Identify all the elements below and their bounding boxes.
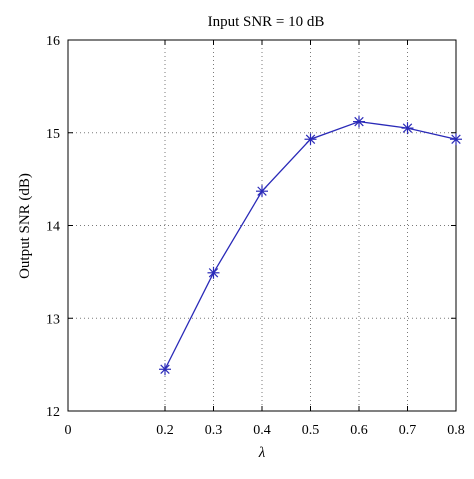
data-point-marker <box>304 133 317 146</box>
data-point-marker <box>207 266 220 279</box>
data-point-marker <box>159 363 171 376</box>
x-tick-label: 0.6 <box>350 423 368 438</box>
y-tick-label: 13 <box>46 312 60 327</box>
series-group <box>159 115 462 376</box>
plot-area-frame <box>67 39 457 412</box>
axis-ticks: 0 0.2 0.3 0.4 0.5 0.6 0.7 0.8 12 13 14 15 16 <box>46 34 465 438</box>
data-point-marker <box>401 122 414 135</box>
data-point-marker <box>256 185 268 198</box>
data-point-marker <box>450 133 462 146</box>
x-tick-label: 0.4 <box>253 423 271 438</box>
x-axis-title: λ <box>258 445 266 461</box>
x-tick-label: 0.8 <box>447 423 465 438</box>
x-tick-label: 0.5 <box>302 423 320 438</box>
x-tick-label: 0.3 <box>205 423 223 438</box>
grid <box>68 40 456 411</box>
y-tick-label: 15 <box>46 127 60 142</box>
y-tick-label: 14 <box>46 220 60 235</box>
x-tick-label: 0.2 <box>156 423 174 438</box>
chart-title: Input SNR = 10 dB <box>208 14 325 30</box>
x-tick-label: 0 <box>65 423 72 438</box>
y-tick-label: 16 <box>46 34 60 49</box>
y-axis-title: Output SNR (dB) <box>17 173 33 279</box>
y-tick-label: 12 <box>46 405 60 420</box>
x-tick-label: 0.7 <box>399 423 417 438</box>
data-point-marker <box>353 115 365 128</box>
